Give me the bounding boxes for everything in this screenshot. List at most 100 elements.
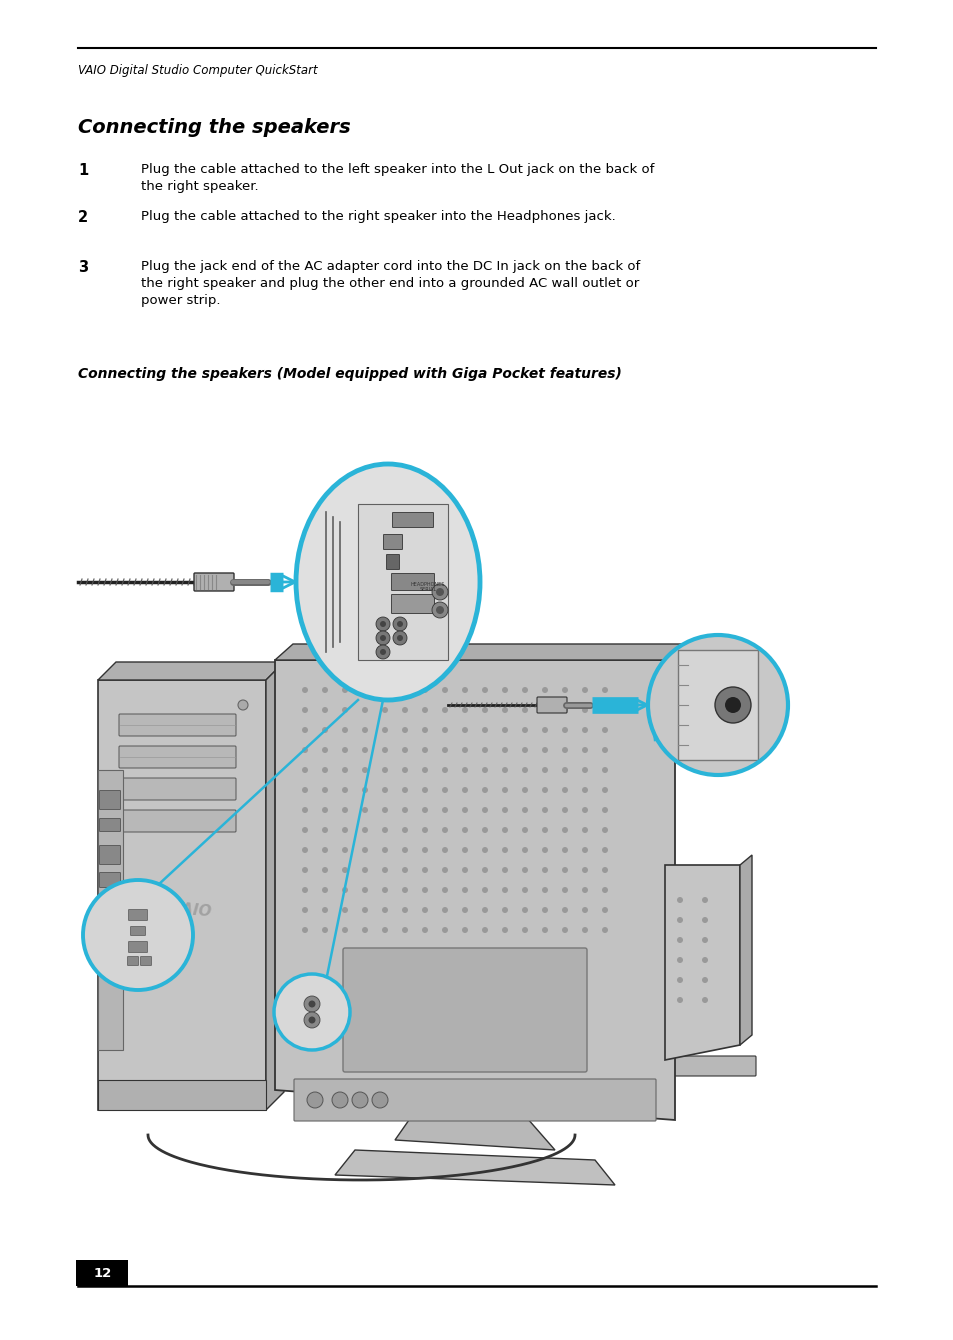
Circle shape [302,847,308,854]
Circle shape [322,708,328,713]
Circle shape [341,728,348,733]
Circle shape [381,787,388,793]
Circle shape [461,728,468,733]
Circle shape [421,766,428,773]
Circle shape [308,1001,315,1008]
Circle shape [677,977,682,984]
Circle shape [481,847,488,854]
Circle shape [401,807,408,813]
Circle shape [401,887,408,892]
Polygon shape [266,662,284,1110]
Circle shape [541,728,547,733]
Circle shape [461,687,468,693]
Circle shape [561,907,567,913]
Circle shape [341,827,348,833]
Circle shape [302,746,308,753]
Circle shape [481,728,488,733]
Circle shape [501,766,507,773]
Circle shape [714,687,750,724]
Circle shape [481,787,488,793]
Circle shape [677,957,682,963]
Text: Connecting the speakers (Model equipped with Giga Pocket features): Connecting the speakers (Model equipped … [78,367,621,381]
Circle shape [581,687,587,693]
Circle shape [401,728,408,733]
Circle shape [441,728,448,733]
Circle shape [461,907,468,913]
Circle shape [701,917,707,923]
Circle shape [396,620,402,627]
Circle shape [561,766,567,773]
Circle shape [361,847,368,854]
Circle shape [381,887,388,892]
Circle shape [322,887,328,892]
Circle shape [421,787,428,793]
Circle shape [581,887,587,892]
Circle shape [379,635,386,641]
Circle shape [401,787,408,793]
Circle shape [393,631,407,645]
Circle shape [501,708,507,713]
Circle shape [601,807,607,813]
Circle shape [381,728,388,733]
Circle shape [401,907,408,913]
Circle shape [581,787,587,793]
FancyBboxPatch shape [76,1261,128,1286]
FancyBboxPatch shape [99,819,120,832]
Circle shape [501,687,507,693]
Circle shape [401,708,408,713]
Circle shape [501,887,507,892]
FancyBboxPatch shape [193,574,233,591]
Circle shape [361,867,368,872]
Circle shape [436,606,443,614]
Circle shape [361,807,368,813]
Circle shape [501,728,507,733]
Circle shape [581,807,587,813]
Circle shape [421,827,428,833]
Circle shape [381,827,388,833]
Circle shape [302,708,308,713]
Circle shape [361,708,368,713]
Polygon shape [274,645,692,661]
Circle shape [393,616,407,631]
FancyBboxPatch shape [128,957,138,966]
Circle shape [481,827,488,833]
Circle shape [581,746,587,753]
Circle shape [561,746,567,753]
Circle shape [441,907,448,913]
Circle shape [341,746,348,753]
Circle shape [647,635,787,775]
Circle shape [521,807,527,813]
Circle shape [601,887,607,892]
Circle shape [441,847,448,854]
Text: 3: 3 [78,260,89,275]
Circle shape [701,937,707,943]
Circle shape [461,867,468,872]
Circle shape [381,746,388,753]
Circle shape [322,746,328,753]
Circle shape [521,867,527,872]
Circle shape [481,746,488,753]
Circle shape [541,807,547,813]
Circle shape [341,887,348,892]
FancyBboxPatch shape [129,942,148,953]
Circle shape [461,927,468,933]
FancyBboxPatch shape [386,555,399,570]
Circle shape [441,827,448,833]
FancyBboxPatch shape [343,947,586,1072]
Circle shape [302,766,308,773]
Circle shape [677,937,682,943]
Circle shape [561,827,567,833]
Circle shape [401,847,408,854]
Circle shape [381,708,388,713]
Text: HEADPHONES
SERIAL: HEADPHONES SERIAL [411,582,445,592]
Circle shape [461,807,468,813]
Circle shape [601,927,607,933]
FancyBboxPatch shape [392,512,433,528]
Ellipse shape [295,464,479,699]
Circle shape [361,746,368,753]
Circle shape [541,907,547,913]
Circle shape [441,887,448,892]
Circle shape [461,887,468,892]
Circle shape [561,807,567,813]
Circle shape [372,1092,388,1108]
